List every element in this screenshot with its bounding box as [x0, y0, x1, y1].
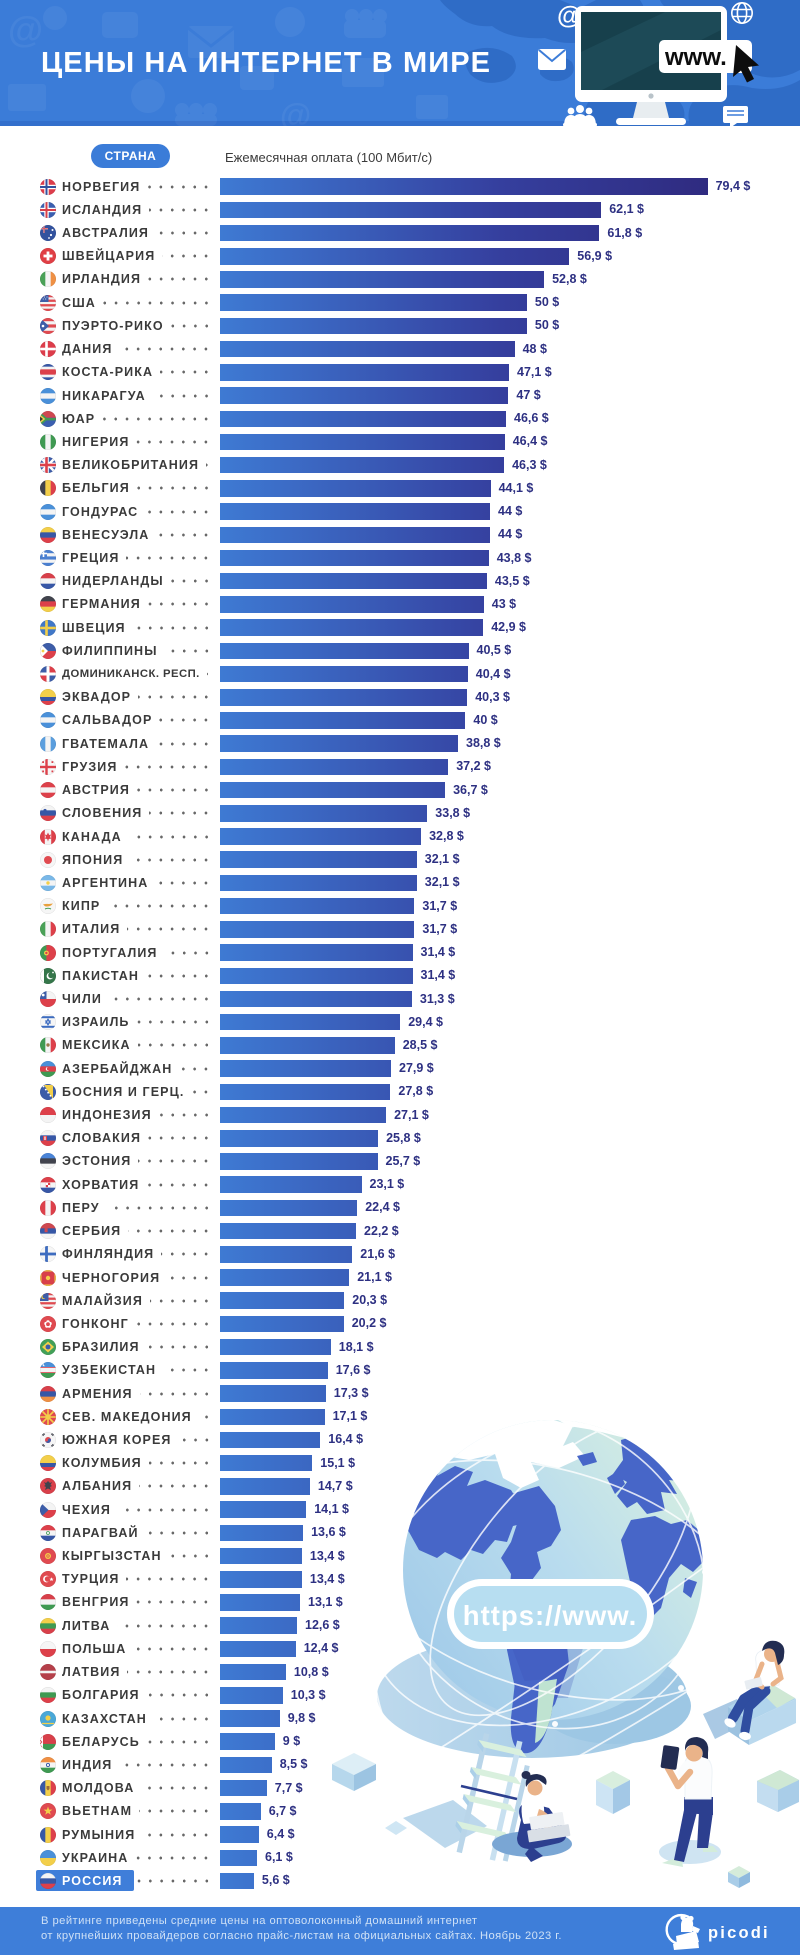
svg-text:@: @: [557, 2, 581, 30]
svg-text:https://www.: https://www.: [463, 1600, 637, 1631]
svg-text:@: @: [280, 97, 311, 126]
svg-text:www.: www.: [664, 44, 727, 71]
svg-text:picodi: picodi: [708, 1924, 770, 1942]
svg-text:@: @: [8, 9, 43, 50]
